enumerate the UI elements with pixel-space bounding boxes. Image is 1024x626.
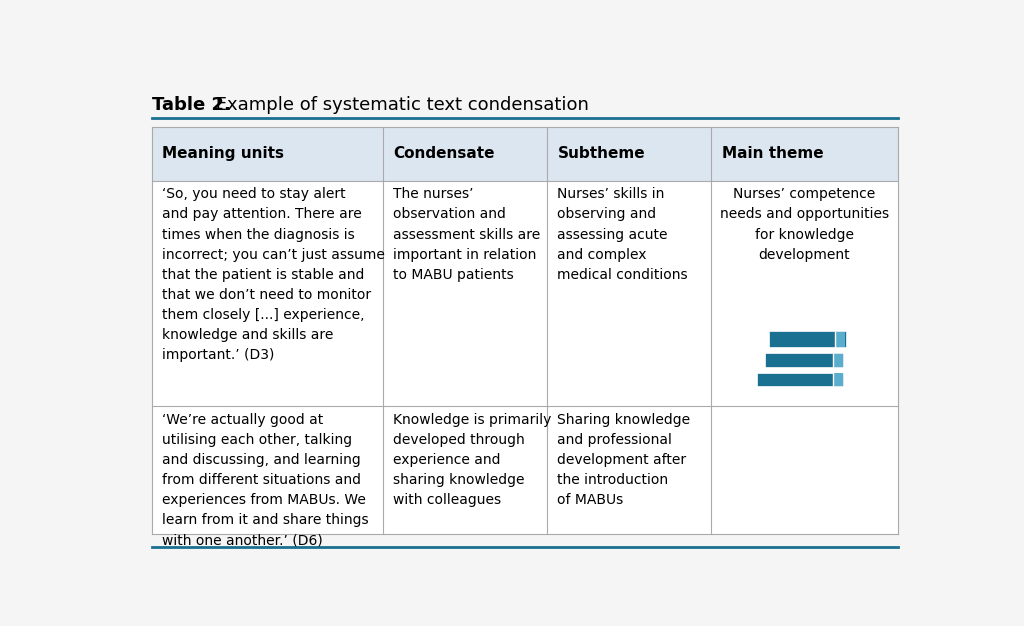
Text: Nurses’ competence
needs and opportunities
for knowledge
development: Nurses’ competence needs and opportuniti… [720,187,889,262]
Text: Example of systematic text condensation: Example of systematic text condensation [210,96,589,114]
Bar [152,406,898,534]
Text: Subtheme: Subtheme [557,146,645,161]
Text: Table 2.: Table 2. [152,96,230,114]
Text: ‘We’re actually good at
utilising each other, talking
and discussing, and learni: ‘We’re actually good at utilising each o… [162,413,369,547]
Bar [152,126,898,181]
Bar [836,332,845,347]
Text: Condensate: Condensate [393,146,495,161]
Bar [769,331,847,349]
Text: Meaning units: Meaning units [162,146,284,161]
Bar [757,372,844,387]
Text: Main theme: Main theme [722,146,823,161]
Text: Knowledge is primarily
developed through
experience and
sharing knowledge
with c: Knowledge is primarily developed through… [393,413,552,507]
Bar [834,374,843,386]
Bar [834,354,843,367]
Text: Sharing knowledge
and professional
development after
the introduction
of MABUs: Sharing knowledge and professional devel… [557,413,690,507]
Text: Nurses’ skills in
observing and
assessing acute
and complex
medical conditions: Nurses’ skills in observing and assessin… [557,187,688,282]
Text: The nurses’
observation and
assessment skills are
important in relation
to MABU : The nurses’ observation and assessment s… [393,187,541,282]
Bar [765,353,844,367]
Bar [152,181,898,406]
Text: ‘So, you need to stay alert
and pay attention. There are
times when the diagnosi: ‘So, you need to stay alert and pay atte… [162,187,385,362]
